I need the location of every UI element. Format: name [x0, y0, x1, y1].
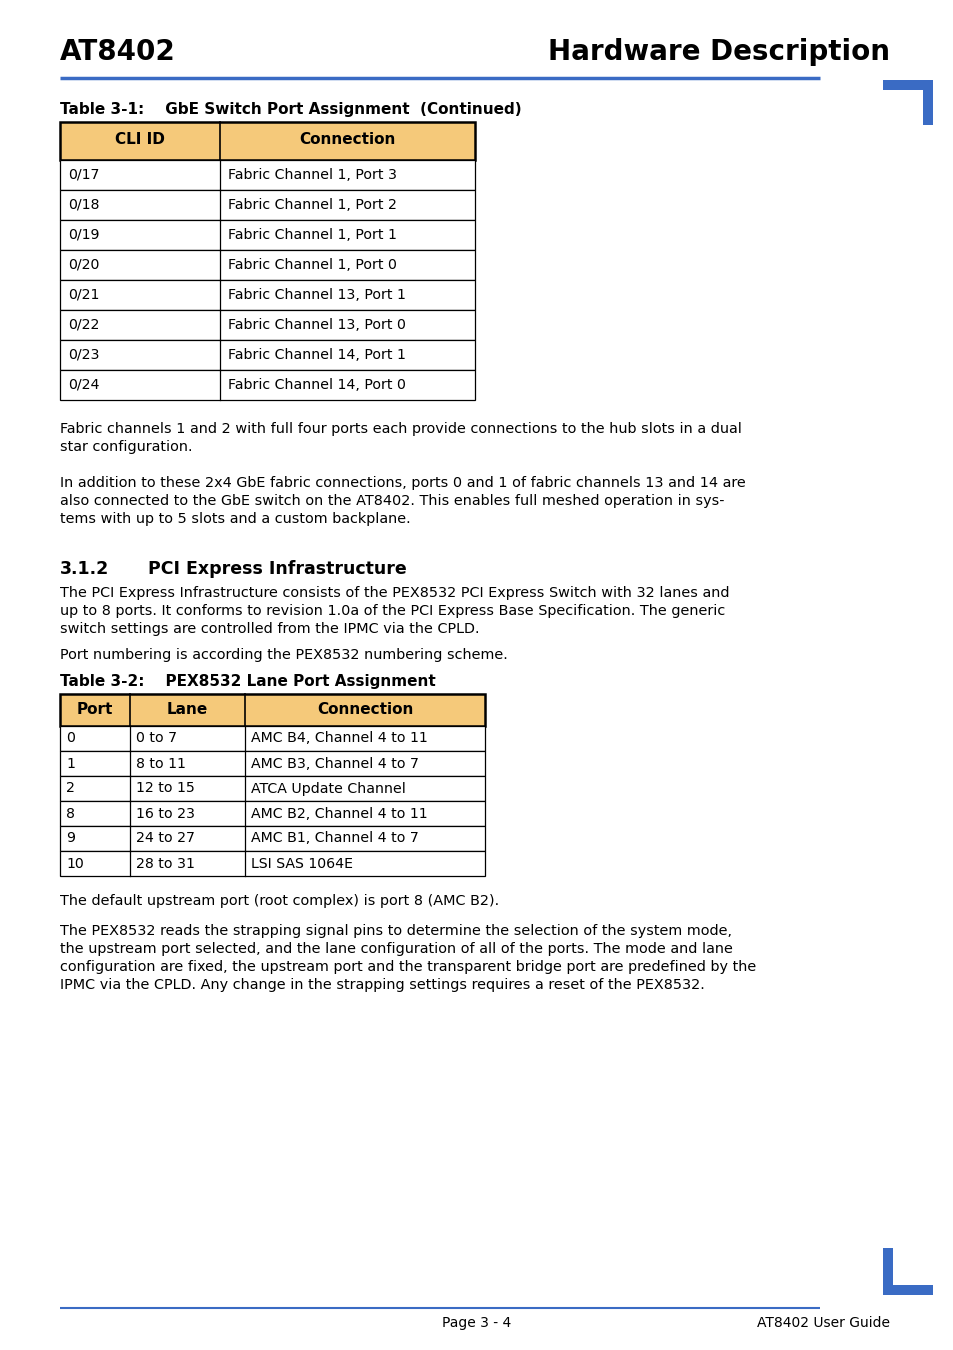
- Text: The default upstream port (root complex) is port 8 (AMC B2).: The default upstream port (root complex)…: [60, 894, 498, 909]
- Bar: [60, 310, 475, 340]
- Bar: [60, 370, 475, 400]
- Text: The PEX8532 reads the strapping signal pins to determine the selection of the sy: The PEX8532 reads the strapping signal p…: [60, 923, 731, 938]
- Text: 0/19: 0/19: [68, 228, 99, 242]
- Bar: [923, 80, 932, 126]
- Bar: [60, 776, 484, 801]
- Bar: [60, 220, 475, 250]
- Text: Lane: Lane: [167, 702, 208, 717]
- Text: also connected to the GbE switch on the AT8402. This enables full meshed operati: also connected to the GbE switch on the …: [60, 494, 723, 508]
- Bar: [882, 1285, 932, 1295]
- Bar: [60, 122, 475, 161]
- Text: 8 to 11: 8 to 11: [136, 756, 186, 771]
- Text: the upstream port selected, and the lane configuration of all of the ports. The : the upstream port selected, and the lane…: [60, 942, 732, 956]
- Bar: [60, 726, 484, 751]
- Text: AMC B4, Channel 4 to 11: AMC B4, Channel 4 to 11: [251, 732, 427, 745]
- Bar: [60, 161, 475, 190]
- Text: PCI Express Infrastructure: PCI Express Infrastructure: [148, 560, 406, 578]
- Bar: [60, 850, 484, 876]
- Text: CLI ID: CLI ID: [115, 132, 165, 147]
- Bar: [60, 161, 475, 190]
- Text: up to 8 ports. It conforms to revision 1.0a of the PCI Express Base Specificatio: up to 8 ports. It conforms to revision 1…: [60, 603, 724, 618]
- Text: switch settings are controlled from the IPMC via the CPLD.: switch settings are controlled from the …: [60, 622, 479, 636]
- Bar: [60, 310, 475, 340]
- Text: star configuration.: star configuration.: [60, 440, 193, 454]
- Text: 10: 10: [66, 856, 84, 871]
- Text: 0/23: 0/23: [68, 348, 99, 362]
- Bar: [60, 250, 475, 279]
- Text: Port: Port: [77, 702, 113, 717]
- Text: 0/24: 0/24: [68, 378, 99, 392]
- Text: 16 to 23: 16 to 23: [136, 806, 194, 821]
- Text: 0: 0: [66, 732, 74, 745]
- Bar: [882, 80, 932, 90]
- Text: The PCI Express Infrastructure consists of the PEX8532 PCI Express Switch with 3: The PCI Express Infrastructure consists …: [60, 586, 729, 599]
- Text: LSI SAS 1064E: LSI SAS 1064E: [251, 856, 353, 871]
- Bar: [60, 694, 484, 726]
- Text: Fabric Channel 13, Port 0: Fabric Channel 13, Port 0: [228, 319, 405, 332]
- Text: AT8402 User Guide: AT8402 User Guide: [757, 1316, 889, 1330]
- Bar: [60, 340, 475, 370]
- Text: 12 to 15: 12 to 15: [136, 782, 194, 795]
- Text: 1: 1: [66, 756, 74, 771]
- Text: Connection: Connection: [299, 132, 395, 147]
- Text: 0 to 7: 0 to 7: [136, 732, 177, 745]
- Text: Fabric Channel 1, Port 0: Fabric Channel 1, Port 0: [228, 258, 396, 271]
- Text: 3.1.2: 3.1.2: [60, 560, 110, 578]
- Bar: [60, 801, 484, 826]
- Text: 8: 8: [66, 806, 74, 821]
- Text: Fabric channels 1 and 2 with full four ports each provide connections to the hub: Fabric channels 1 and 2 with full four p…: [60, 423, 741, 436]
- Text: Table 3-1:    GbE Switch Port Assignment  (Continued): Table 3-1: GbE Switch Port Assignment (C…: [60, 103, 521, 117]
- Text: Hardware Description: Hardware Description: [547, 38, 889, 66]
- Bar: [60, 370, 475, 400]
- Text: Page 3 - 4: Page 3 - 4: [442, 1316, 511, 1330]
- Text: 24 to 27: 24 to 27: [136, 832, 194, 845]
- Bar: [60, 776, 484, 801]
- Bar: [60, 279, 475, 310]
- Bar: [60, 801, 484, 826]
- Bar: [60, 826, 484, 850]
- Bar: [60, 751, 484, 776]
- Text: Fabric Channel 1, Port 2: Fabric Channel 1, Port 2: [228, 198, 396, 212]
- Text: 28 to 31: 28 to 31: [136, 856, 194, 871]
- Text: Fabric Channel 14, Port 1: Fabric Channel 14, Port 1: [228, 348, 405, 362]
- Bar: [882, 1247, 892, 1295]
- Text: ATCA Update Channel: ATCA Update Channel: [251, 782, 405, 795]
- Text: Fabric Channel 1, Port 1: Fabric Channel 1, Port 1: [228, 228, 396, 242]
- Bar: [60, 694, 484, 726]
- Text: 0/18: 0/18: [68, 198, 99, 212]
- Text: 0/20: 0/20: [68, 258, 99, 271]
- Text: AT8402: AT8402: [60, 38, 175, 66]
- Text: Table 3-2:    PEX8532 Lane Port Assignment: Table 3-2: PEX8532 Lane Port Assignment: [60, 674, 436, 688]
- Text: Fabric Channel 1, Port 3: Fabric Channel 1, Port 3: [228, 167, 396, 182]
- Text: 9: 9: [66, 832, 75, 845]
- Text: 0/17: 0/17: [68, 167, 99, 182]
- Bar: [60, 340, 475, 370]
- Text: AMC B1, Channel 4 to 7: AMC B1, Channel 4 to 7: [251, 832, 418, 845]
- Text: configuration are fixed, the upstream port and the transparent bridge port are p: configuration are fixed, the upstream po…: [60, 960, 756, 973]
- Bar: [60, 826, 484, 850]
- Text: 2: 2: [66, 782, 74, 795]
- Bar: [60, 751, 484, 776]
- Text: AMC B3, Channel 4 to 7: AMC B3, Channel 4 to 7: [251, 756, 418, 771]
- Bar: [60, 250, 475, 279]
- Text: Port numbering is according the PEX8532 numbering scheme.: Port numbering is according the PEX8532 …: [60, 648, 507, 662]
- Bar: [60, 190, 475, 220]
- Text: Fabric Channel 13, Port 1: Fabric Channel 13, Port 1: [228, 288, 405, 302]
- Text: IPMC via the CPLD. Any change in the strapping settings requires a reset of the : IPMC via the CPLD. Any change in the str…: [60, 977, 704, 992]
- Text: Fabric Channel 14, Port 0: Fabric Channel 14, Port 0: [228, 378, 405, 392]
- Text: In addition to these 2x4 GbE fabric connections, ports 0 and 1 of fabric channel: In addition to these 2x4 GbE fabric conn…: [60, 477, 745, 490]
- Bar: [60, 190, 475, 220]
- Bar: [60, 726, 484, 751]
- Bar: [60, 220, 475, 250]
- Bar: [60, 122, 475, 161]
- Bar: [60, 279, 475, 310]
- Bar: [60, 850, 484, 876]
- Text: 0/21: 0/21: [68, 288, 99, 302]
- Text: Connection: Connection: [316, 702, 413, 717]
- Text: 0/22: 0/22: [68, 319, 99, 332]
- Text: AMC B2, Channel 4 to 11: AMC B2, Channel 4 to 11: [251, 806, 427, 821]
- Text: tems with up to 5 slots and a custom backplane.: tems with up to 5 slots and a custom bac…: [60, 512, 410, 526]
